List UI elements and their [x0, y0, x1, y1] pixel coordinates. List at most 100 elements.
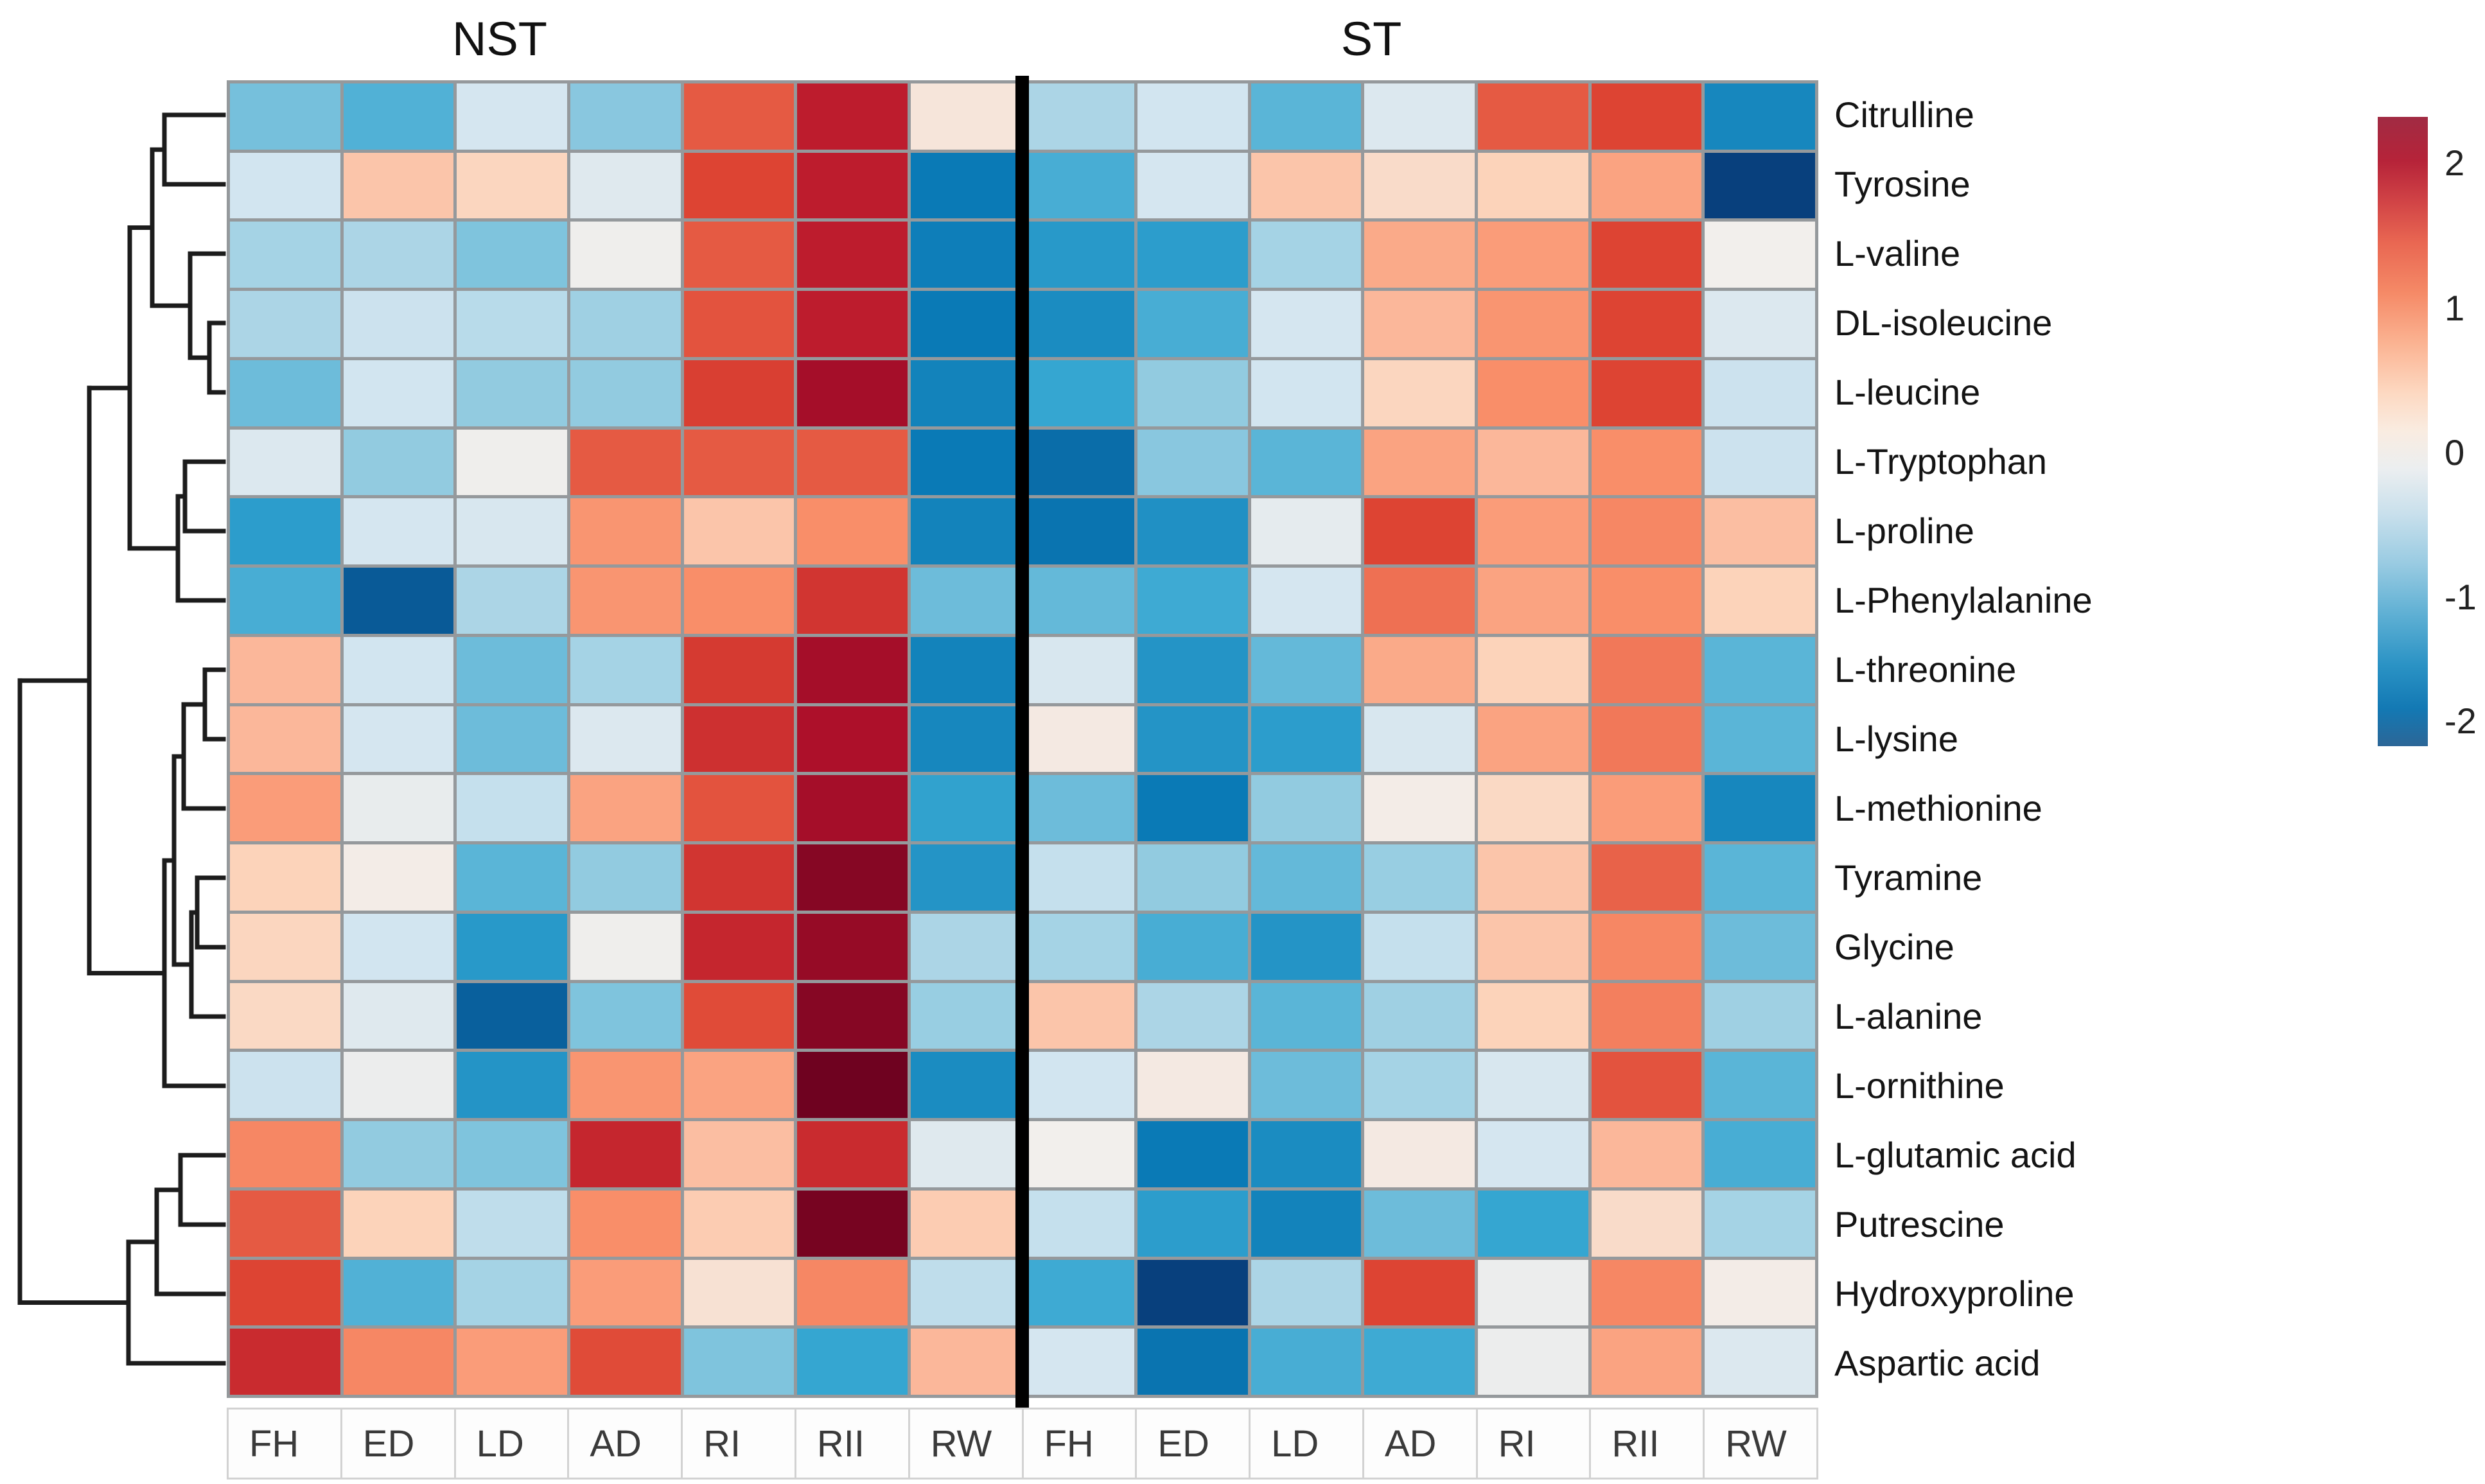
heatmap-cell	[457, 775, 567, 842]
heatmap-cell	[230, 152, 340, 219]
row-label: L-threonine	[1834, 649, 2017, 690]
heatmap-cell	[1137, 568, 1248, 634]
heatmap-cell	[457, 568, 567, 634]
heatmap-cell	[343, 83, 454, 150]
heatmap-cell	[1251, 1259, 1362, 1326]
heatmap-cell	[1024, 1259, 1135, 1326]
heatmap-cell	[570, 1052, 681, 1119]
heatmap-cell	[1137, 1329, 1248, 1395]
heatmap-cell	[1478, 706, 1588, 773]
heatmap-cell	[1137, 913, 1248, 980]
heatmap-cell	[457, 1190, 567, 1257]
colorbar-tick-label: -1	[2445, 577, 2477, 617]
heatmap-cell	[1024, 568, 1135, 634]
heatmap-cell	[1024, 498, 1135, 565]
heatmap-cell	[910, 1259, 1021, 1326]
heatmap-cell	[1705, 83, 1815, 150]
column-labels: FH ED LD AD RI RII RW FH ED LD AD RI RII RW	[227, 1408, 1818, 1480]
heatmap-cell	[1705, 152, 1815, 219]
heatmap-cell	[343, 568, 454, 634]
heatmap-cell	[1478, 844, 1588, 911]
heatmap-cell	[1705, 429, 1815, 496]
heatmap-cell	[457, 1052, 567, 1119]
heatmap-cell	[1251, 360, 1362, 426]
heatmap-cell	[343, 1121, 454, 1187]
heatmap-cell	[1251, 1121, 1362, 1187]
row-label: Citrulline	[1834, 94, 1974, 135]
heatmap-cell	[1137, 844, 1248, 911]
heatmap-cell	[1364, 360, 1475, 426]
heatmap-cell	[1591, 1329, 1702, 1395]
heatmap-cell	[910, 152, 1021, 219]
heatmap-cell	[1478, 1052, 1588, 1119]
heatmap-cell	[683, 1329, 795, 1395]
colorbar-tick-label: 2	[2445, 143, 2465, 183]
heatmap-cell	[1478, 498, 1588, 565]
heatmap-cell	[1251, 636, 1362, 703]
heatmap-cell	[457, 844, 567, 911]
heatmap-cell	[1364, 568, 1475, 634]
column-label: FH	[1023, 1410, 1136, 1478]
row-label: DL-isoleucine	[1834, 302, 2053, 343]
heatmap-cell	[1024, 1329, 1135, 1395]
heatmap-cell	[797, 1052, 908, 1119]
heatmap-cell	[230, 636, 340, 703]
heatmap-cell	[910, 498, 1021, 565]
column-label: LD	[1251, 1410, 1362, 1478]
heatmap-cell	[797, 913, 908, 980]
heatmap-cell	[910, 568, 1021, 634]
heatmap-cell	[797, 152, 908, 219]
heatmap-cell	[797, 222, 908, 288]
heatmap-cell	[1591, 83, 1702, 150]
heatmap-cell	[683, 1052, 795, 1119]
column-label: RW	[1705, 1410, 1816, 1478]
heatmap-cell	[1705, 568, 1815, 634]
heatmap-cell	[1024, 1121, 1135, 1187]
group-title-nst: NST	[452, 12, 547, 65]
heatmap-cell	[797, 706, 908, 773]
heatmap-cell	[1591, 498, 1702, 565]
heatmap-cell	[1478, 152, 1588, 219]
heatmap-cell	[570, 222, 681, 288]
heatmap-cell	[457, 982, 567, 1049]
heatmap-cell	[230, 568, 340, 634]
heatmap-cell	[1364, 83, 1475, 150]
column-label: RW	[909, 1410, 1022, 1478]
heatmap-cell	[1024, 636, 1135, 703]
heatmap-cell	[1024, 1190, 1135, 1257]
heatmap-cell	[1024, 844, 1135, 911]
heatmap-cell	[797, 429, 908, 496]
heatmap-cell	[343, 636, 454, 703]
heatmap-cell	[570, 83, 681, 150]
heatmap-cell	[570, 706, 681, 773]
heatmap-cell	[457, 1329, 567, 1395]
heatmap-cell	[230, 775, 340, 842]
colorbar-tick-label: -2	[2445, 701, 2477, 741]
row-label: Glycine	[1834, 927, 1954, 967]
column-label: AD	[569, 1410, 681, 1478]
heatmap-cell	[570, 844, 681, 911]
row-label: L-ornithine	[1834, 1065, 2005, 1106]
heatmap-cell	[910, 636, 1021, 703]
heatmap-cell	[1478, 636, 1588, 703]
heatmap-cell	[1591, 844, 1702, 911]
heatmap-cell	[797, 982, 908, 1049]
heatmap-cell	[570, 568, 681, 634]
heatmap-cell	[1364, 1329, 1475, 1395]
heatmap-cell	[343, 222, 454, 288]
row-label: L-lysine	[1834, 719, 1958, 759]
heatmap-cell	[1705, 360, 1815, 426]
colorbar-tick-label: 0	[2445, 432, 2465, 473]
heatmap-cell	[1705, 1259, 1815, 1326]
heatmap-cell	[343, 1190, 454, 1257]
heatmap-cell	[1705, 222, 1815, 288]
heatmap-cell	[910, 844, 1021, 911]
heatmap-cell	[1478, 1121, 1588, 1187]
heatmap-cell	[683, 1121, 795, 1187]
heatmap-cell	[1478, 568, 1588, 634]
heatmap-cell	[457, 706, 567, 773]
row-label: Putrescine	[1834, 1204, 2005, 1244]
heatmap-cell	[1251, 775, 1362, 842]
colorbar-tick-label: 1	[2445, 288, 2465, 328]
heatmap-cell	[1251, 291, 1362, 357]
